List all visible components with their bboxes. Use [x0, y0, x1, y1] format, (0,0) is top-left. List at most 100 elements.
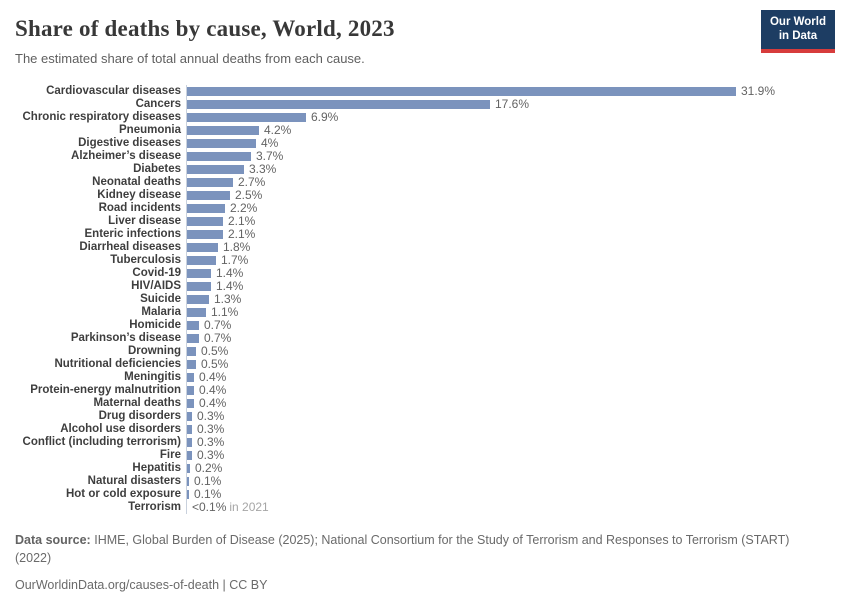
bar[interactable] — [187, 178, 233, 187]
chart-row: Maternal deaths 0.4% — [15, 397, 835, 410]
category-label: Terrorism — [128, 501, 181, 513]
bar-track: 2.7% — [186, 176, 835, 189]
bar-track: 2.5% — [186, 189, 835, 202]
bar[interactable] — [187, 100, 490, 109]
bar[interactable] — [187, 126, 259, 135]
chart-row: Enteric infections 2.1% — [15, 228, 835, 241]
bar[interactable] — [187, 256, 216, 265]
category-label: Pneumonia — [119, 124, 181, 136]
bar[interactable] — [187, 386, 194, 395]
bar[interactable] — [187, 425, 192, 434]
owid-logo-line2: in Data — [778, 29, 818, 42]
bar[interactable] — [187, 282, 211, 291]
value-label: 0.7% — [204, 331, 232, 345]
category-label: Hot or cold exposure — [65, 488, 181, 500]
chart-row: Protein-energy malnutrition 0.4% — [15, 384, 835, 397]
bar-track: 0.1% — [186, 475, 835, 488]
value-label: 0.3% — [197, 422, 225, 436]
bar-track: 1.4% — [186, 267, 835, 280]
value-label: 2.1% — [228, 214, 256, 228]
bar-track: 0.5% — [186, 358, 835, 371]
bar[interactable] — [187, 152, 251, 161]
value-label: 1.4% — [216, 279, 244, 293]
bar[interactable] — [187, 321, 199, 330]
owid-logo[interactable]: Our World in Data — [760, 10, 835, 53]
chart-row: Hepatitis 0.2% — [15, 462, 835, 475]
bar[interactable] — [187, 451, 192, 460]
bar[interactable] — [187, 113, 306, 122]
bar[interactable] — [187, 308, 206, 317]
bar-track: 1.7% — [186, 254, 835, 267]
bar[interactable] — [187, 490, 189, 499]
bar[interactable] — [187, 373, 194, 382]
bar-chart: Cardiovascular diseases 31.9% Cancers 17.6%… — [15, 85, 835, 514]
category-label: Neonatal deaths — [92, 176, 181, 188]
bar[interactable] — [187, 399, 194, 408]
chart-row: Kidney disease 2.5% — [15, 189, 835, 202]
bar[interactable] — [187, 464, 190, 473]
data-source-label: Data source: — [15, 533, 91, 547]
bar[interactable] — [187, 438, 192, 447]
category-label: Suicide — [140, 293, 181, 305]
category-label: Road incidents — [98, 202, 181, 214]
chart-row: Alzheimer’s disease 3.7% — [15, 150, 835, 163]
bar-track: 0.7% — [186, 319, 835, 332]
bar[interactable] — [187, 412, 192, 421]
bar[interactable] — [187, 217, 223, 226]
bar[interactable] — [187, 269, 211, 278]
bar-track: 6.9% — [186, 111, 835, 124]
category-label: Chronic respiratory diseases — [22, 111, 181, 123]
bar-track: 0.4% — [186, 384, 835, 397]
category-label: Cancers — [135, 98, 181, 110]
bar[interactable] — [187, 334, 199, 343]
category-label: Alzheimer’s disease — [71, 150, 181, 162]
chart-row: Cancers 17.6% — [15, 98, 835, 111]
category-label: Drowning — [127, 345, 181, 357]
value-label: 0.1% — [194, 487, 222, 501]
chart-row: Drowning 0.5% — [15, 345, 835, 358]
value-label: 0.4% — [199, 370, 227, 384]
bar[interactable] — [187, 204, 225, 213]
page-title: Share of deaths by cause, World, 2023 — [15, 16, 395, 41]
bar[interactable] — [187, 191, 230, 200]
chart-row: Road incidents 2.2% — [15, 202, 835, 215]
bar[interactable] — [187, 295, 209, 304]
category-label: Covid-19 — [132, 267, 181, 279]
chart-row: Alcohol use disorders 0.3% — [15, 423, 835, 436]
chart-row: Covid-19 1.4% — [15, 267, 835, 280]
chart-row: Homicide 0.7% — [15, 319, 835, 332]
value-label: 1.1% — [211, 305, 239, 319]
bar[interactable] — [187, 139, 256, 148]
value-label: 0.4% — [199, 383, 227, 397]
category-label: Diabetes — [133, 163, 181, 175]
category-label: Maternal deaths — [93, 397, 181, 409]
bar-track: 0.7% — [186, 332, 835, 345]
bar-track: 17.6% — [186, 98, 835, 111]
category-label: Kidney disease — [97, 189, 181, 201]
value-label: 3.7% — [256, 149, 284, 163]
value-label: 1.4% — [216, 266, 244, 280]
bar[interactable] — [187, 87, 736, 96]
bar[interactable] — [187, 347, 196, 356]
bar-track: 1.4% — [186, 280, 835, 293]
bar-track: 31.9% — [186, 85, 835, 98]
bar[interactable] — [187, 360, 196, 369]
bar[interactable] — [187, 165, 244, 174]
chart-row: Tuberculosis 1.7% — [15, 254, 835, 267]
chart-row: Cardiovascular diseases 31.9% — [15, 85, 835, 98]
value-label: 0.7% — [204, 318, 232, 332]
value-label: 0.2% — [195, 461, 223, 475]
bar[interactable] — [187, 243, 218, 252]
value-label: 1.8% — [223, 240, 251, 254]
chart-row: Drug disorders 0.3% — [15, 410, 835, 423]
chart-row: Hot or cold exposure 0.1% — [15, 488, 835, 501]
bar-track: 0.2% — [186, 462, 835, 475]
category-label: Homicide — [129, 319, 181, 331]
value-label: 0.5% — [201, 357, 229, 371]
chart-row: Terrorism <0.1% in 2021 — [15, 501, 835, 514]
chart-row: Diarrheal diseases 1.8% — [15, 241, 835, 254]
chart-row: HIV/AIDS 1.4% — [15, 280, 835, 293]
bar[interactable] — [187, 477, 189, 486]
bar[interactable] — [187, 230, 223, 239]
